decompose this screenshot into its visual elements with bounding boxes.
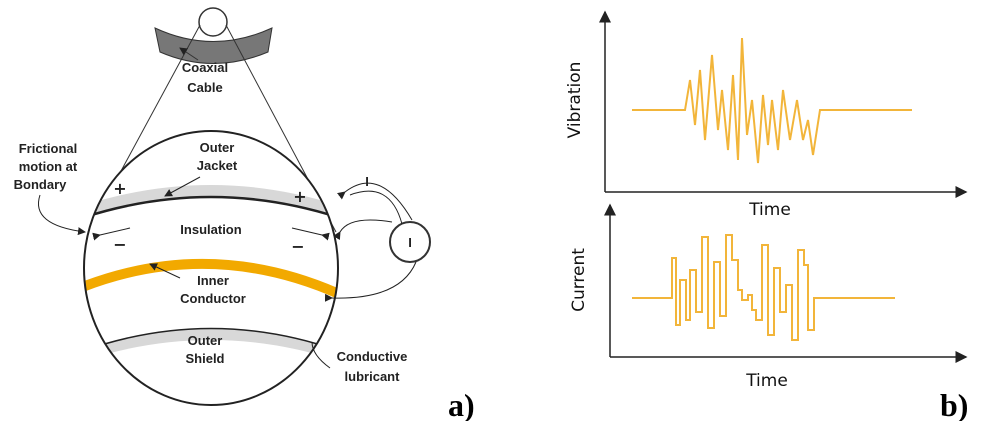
label: Conductive xyxy=(337,349,408,364)
wire xyxy=(332,262,416,298)
x-axis-label: Time xyxy=(748,200,791,220)
label: Frictional xyxy=(19,141,78,156)
label: Cable xyxy=(187,80,222,95)
label: Jacket xyxy=(197,158,238,173)
label: Outer xyxy=(188,333,223,348)
minus-sign: − xyxy=(113,235,126,254)
label: lubricant xyxy=(345,369,401,384)
current-trace xyxy=(632,235,895,340)
label: Coaxial xyxy=(182,60,228,75)
label: Outer xyxy=(200,140,235,155)
leader xyxy=(38,195,85,232)
panel-label: b) xyxy=(940,387,968,421)
label: motion at xyxy=(19,159,78,174)
wire xyxy=(340,220,392,232)
panel-b: Vibration Time Current Time b) xyxy=(565,12,968,421)
label: Inner xyxy=(197,273,229,288)
label: Conductor xyxy=(180,291,246,306)
label: Shield xyxy=(185,351,224,366)
label: Insulation xyxy=(180,222,241,237)
plus-sign: + xyxy=(113,179,126,198)
meter-label: I xyxy=(408,235,412,250)
y-axis-label: Current xyxy=(569,248,589,312)
figure: Coaxial Cable Outer Jacket Frictional mo… xyxy=(0,0,984,421)
vibration-trace xyxy=(632,38,912,163)
x-axis-label: Time xyxy=(745,371,788,391)
plus-sign: + xyxy=(293,187,306,206)
zoom-circle xyxy=(199,8,227,36)
panel-a: Coaxial Cable Outer Jacket Frictional mo… xyxy=(14,8,475,421)
current-arrow xyxy=(345,183,412,220)
y-axis-label: Vibration xyxy=(565,62,585,139)
minus-sign: − xyxy=(291,237,304,256)
label: Bondary xyxy=(14,177,68,192)
panel-label: a) xyxy=(448,387,475,421)
current-label: I xyxy=(365,174,369,189)
